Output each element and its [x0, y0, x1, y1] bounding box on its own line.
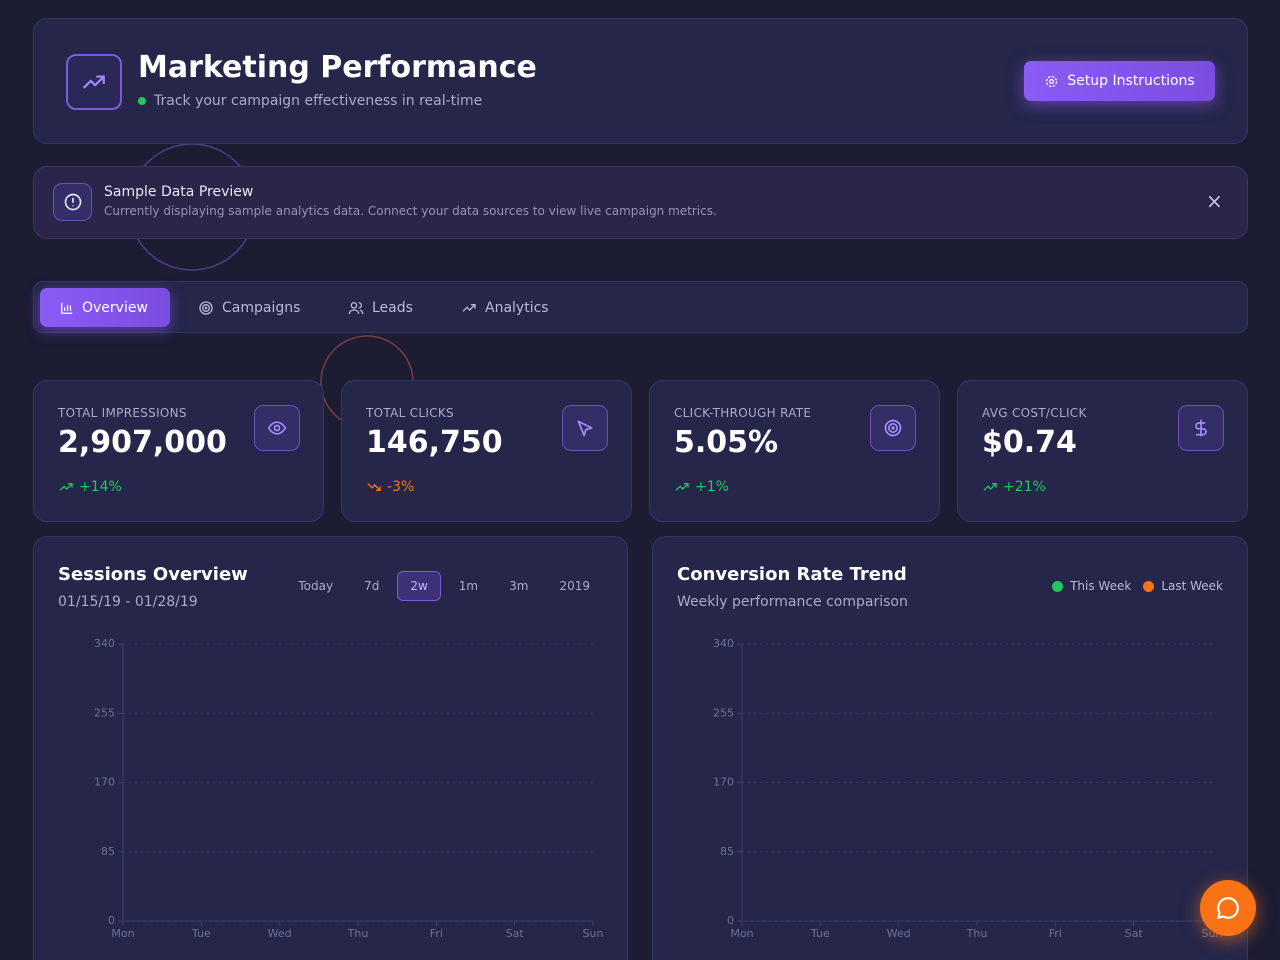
kpi-icon — [870, 405, 916, 451]
legend-swatch — [1052, 580, 1064, 592]
subtitle: Track your campaign effectiveness in rea… — [138, 93, 482, 109]
header-icon — [66, 54, 122, 110]
y-tick-label: 85 — [101, 845, 115, 858]
range-button[interactable]: 1m — [458, 579, 479, 593]
x-tick-label: Fri — [430, 927, 443, 940]
kpi-label: TOTAL IMPRESSIONS — [58, 406, 187, 420]
tab[interactable]: Campaigns — [178, 288, 320, 327]
x-tick-label: Sun — [583, 927, 604, 940]
range-selector: Today 7d 2w 1m 3m 2019 — [285, 571, 603, 601]
legend-swatch — [1143, 580, 1155, 592]
y-tick-label: 170 — [713, 776, 734, 789]
kpi-change: +14% — [58, 479, 122, 495]
kpi-value: 146,750 — [366, 425, 503, 460]
x-tick-label: Mon — [111, 927, 134, 940]
legend: This Week Last Week — [1052, 579, 1223, 593]
kpi-icon — [254, 405, 300, 451]
kpi-value: 2,907,000 — [58, 425, 227, 460]
x-tick-label: Fri — [1049, 927, 1062, 940]
subtitle-text: Track your campaign effectiveness in rea… — [154, 93, 483, 109]
range-button[interactable]: 7d — [364, 579, 380, 593]
tab[interactable]: Overview — [40, 288, 170, 327]
legend-item: This Week — [1052, 579, 1131, 593]
tab[interactable]: Analytics — [441, 288, 569, 327]
legend-item: Last Week — [1143, 579, 1223, 593]
chart-subtitle: 01/15/19 - 01/28/19 — [58, 594, 198, 610]
tab-label: Overview — [82, 299, 148, 316]
kpi-label: AVG COST/CLICK — [982, 406, 1087, 420]
x-tick-label: Thu — [966, 927, 988, 940]
tab-bar: Overview Campaigns Leads Analytics — [33, 281, 1248, 333]
kpi-card: TOTAL IMPRESSIONS 2,907,000 +14% — [33, 380, 324, 522]
range-button[interactable]: 2w — [397, 571, 441, 601]
x-tick-label: Tue — [191, 927, 211, 940]
y-tick-label: 255 — [713, 706, 734, 719]
chart-card: Sessions Overview 01/15/19 - 01/28/19 To… — [33, 536, 628, 960]
kpi-change: +1% — [674, 479, 729, 495]
y-tick-label: 340 — [94, 637, 115, 650]
kpi-value: $0.74 — [982, 425, 1077, 460]
y-tick-label: 85 — [720, 845, 734, 858]
x-tick-label: Tue — [810, 927, 830, 940]
chart-title: Conversion Rate Trend — [677, 564, 907, 585]
kpi-label: CLICK-THROUGH RATE — [674, 406, 812, 420]
kpi-icon — [1178, 405, 1224, 451]
kpi-change-text: +1% — [695, 479, 729, 495]
setup-button[interactable]: Setup Instructions — [1024, 61, 1215, 101]
tab-label: Campaigns — [222, 299, 301, 316]
kpi-change: -3% — [366, 479, 414, 495]
banner-title: Sample Data Preview — [104, 184, 254, 200]
kpi-card: TOTAL CLICKS 146,750 -3% — [341, 380, 632, 522]
kpi-card: AVG COST/CLICK $0.74 +21% — [957, 380, 1248, 522]
x-tick-label: Mon — [730, 927, 753, 940]
chat-button[interactable] — [1200, 880, 1256, 936]
chart: 0 85 170 255 340 Mon Tue Wed Thu Fri Sat Sun — [94, 637, 604, 940]
kpi-change-text: -3% — [387, 479, 415, 495]
banner-text: Currently displaying sample analytics da… — [104, 204, 717, 218]
y-tick-label: 255 — [94, 706, 115, 719]
kpi-card: CLICK-THROUGH RATE 5.05% +1% — [649, 380, 940, 522]
tab-label: Analytics — [485, 299, 549, 316]
range-button[interactable]: 3m — [509, 579, 529, 593]
chart-subtitle: Weekly performance comparison — [677, 594, 908, 610]
kpi-change-text: +21% — [1003, 479, 1046, 495]
setup-button-label: Setup Instructions — [1067, 73, 1195, 89]
header: Marketing Performance Track your campaig… — [33, 18, 1248, 144]
kpi-label: TOTAL CLICKS — [366, 406, 454, 420]
range-button[interactable]: Today — [298, 579, 334, 593]
title: Marketing Performance — [138, 50, 537, 85]
chart-title: Sessions Overview — [58, 564, 248, 585]
x-tick-label: Wed — [887, 927, 911, 940]
legend-label: This Week — [1070, 579, 1132, 593]
kpi-value: 5.05% — [674, 425, 779, 460]
x-tick-label: Wed — [268, 927, 292, 940]
y-tick-label: 340 — [713, 637, 734, 650]
chart-card: Conversion Rate Trend Weekly performance… — [652, 536, 1248, 960]
kpi-change-text: +14% — [79, 479, 122, 495]
range-button[interactable]: 2019 — [559, 579, 590, 593]
x-tick-label: Sat — [506, 927, 525, 940]
x-tick-label: Sat — [1125, 927, 1144, 940]
kpi-icon — [562, 405, 608, 451]
legend-label: Last Week — [1161, 579, 1223, 593]
tab-label: Leads — [372, 299, 413, 316]
banner-icon — [53, 183, 92, 221]
y-tick-label: 0 — [108, 914, 115, 927]
y-tick-label: 170 — [94, 776, 115, 789]
tab[interactable]: Leads — [328, 288, 433, 327]
x-tick-label: Thu — [347, 927, 369, 940]
banner-close[interactable]: × — [1206, 189, 1223, 213]
y-tick-label: 0 — [727, 914, 734, 927]
banner: Sample Data Preview Currently displaying… — [33, 166, 1248, 239]
kpi-change: +21% — [982, 479, 1046, 495]
